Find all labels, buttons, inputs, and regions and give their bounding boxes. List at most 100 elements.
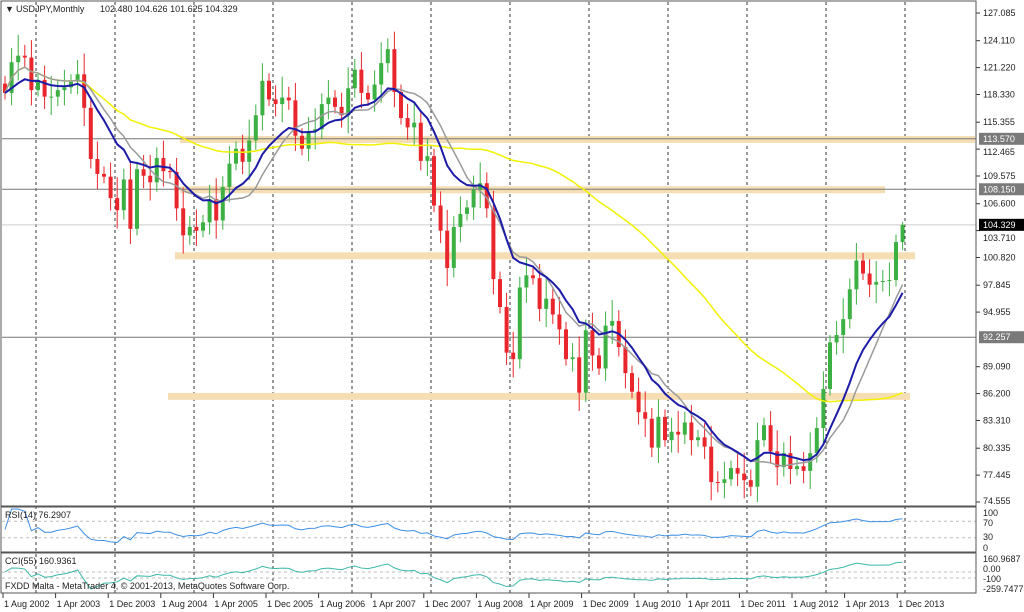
support-resistance-zone [180, 135, 975, 143]
bear-candle [95, 159, 100, 174]
y-tick-label: 118.330 [983, 90, 1015, 100]
bear-candle [748, 480, 753, 487]
bear-candle [29, 57, 34, 91]
bull-candle [49, 96, 54, 98]
bull-candle [280, 97, 285, 105]
cci-scale-label: -100 [983, 574, 1001, 584]
cci-pane-border [0, 552, 977, 594]
bear-candle [392, 49, 397, 92]
x-tick-label: 1 Apr 2009 [530, 599, 574, 609]
cci-scale-label: 160.9687 [983, 554, 1021, 564]
bull-candle [795, 466, 799, 469]
bull-candle [247, 140, 252, 162]
x-tick-label: 1 Dec 2013 [898, 599, 944, 609]
y-tick-label: 94.955 [983, 307, 1011, 317]
bull-candle [227, 163, 232, 187]
bull-candle [260, 80, 265, 116]
bear-candle [399, 91, 403, 119]
bull-candle [412, 122, 417, 128]
bear-candle [181, 208, 186, 236]
level-price-label: 92.257 [983, 332, 1011, 342]
bear-candle [491, 208, 496, 280]
rsi-pane-border [0, 506, 977, 553]
bear-candle [214, 199, 219, 221]
bear-candle [557, 314, 562, 330]
cci-line [4, 561, 903, 590]
bull-candle [313, 129, 318, 132]
bull-candle [814, 428, 819, 454]
ohlc-readout: 102.480 104.626 101.625 104.329 [100, 4, 238, 14]
bear-candle [141, 169, 146, 176]
bear-candle [115, 198, 120, 211]
bull-candle [154, 158, 159, 183]
bull-candle [306, 131, 311, 149]
level-price-tag [979, 183, 1024, 196]
bear-candle [174, 172, 179, 209]
rsi-scale-label: 70 [983, 518, 993, 528]
bull-candle [425, 156, 430, 161]
rsi-scale-label: 0 [983, 543, 988, 553]
bull-candle [220, 186, 225, 221]
collapse-arrow-icon[interactable]: ▼ [5, 4, 14, 14]
bull-candle [696, 437, 700, 441]
bull-candle [682, 422, 687, 435]
bull-candle [36, 79, 40, 91]
support-resistance-zone [175, 252, 915, 260]
bear-candle [293, 100, 298, 136]
bull-candle [458, 213, 463, 227]
bear-candle [42, 79, 47, 97]
cci-scale-label: -259.7477 [983, 584, 1024, 594]
bull-candle [326, 97, 331, 105]
y-tick-label: 80.335 [983, 443, 1011, 453]
main-pane-border [0, 0, 977, 507]
bull-candle [656, 416, 661, 448]
y-tick-label: 103.710 [983, 233, 1016, 243]
bull-candle [762, 425, 766, 441]
y-tick-label: 100.820 [983, 253, 1016, 263]
bull-candle [62, 87, 67, 91]
bear-candle [577, 357, 582, 393]
bull-candle [854, 260, 859, 290]
bear-candle [676, 431, 681, 435]
x-tick-label: 1 Dec 2011 [740, 599, 785, 609]
sma-12-line [4, 66, 904, 467]
bull-candle [16, 55, 21, 63]
bull-candle [75, 74, 80, 82]
bear-candle [768, 425, 773, 452]
bull-candle [55, 90, 60, 97]
bull-candle [781, 453, 786, 468]
bear-candle [484, 183, 489, 209]
rsi-line [4, 508, 903, 544]
bear-candle [432, 156, 436, 206]
y-tick-label: 97.845 [983, 280, 1011, 290]
bear-candle [531, 275, 535, 279]
y-tick-label: 86.200 [983, 389, 1011, 399]
bull-candle [346, 88, 351, 116]
bear-candle [22, 55, 27, 58]
y-tick-label: 89.090 [983, 362, 1011, 372]
level-price-tag [979, 132, 1024, 145]
level-price-label: 108.150 [983, 184, 1016, 194]
bear-candle [742, 473, 747, 481]
bear-candle [333, 97, 337, 107]
bull-candle [253, 115, 258, 141]
bear-candle [861, 260, 865, 274]
bull-candle [847, 289, 852, 320]
y-tick-label: 109.575 [983, 171, 1016, 181]
bull-candle [583, 330, 588, 393]
x-tick-label: 1 Aug 2002 [4, 599, 50, 609]
bear-candle [564, 329, 568, 360]
y-tick-label: 83.310 [983, 416, 1011, 426]
bull-candle [201, 222, 205, 231]
current-price-label: 104.329 [983, 220, 1016, 230]
bear-candle [537, 278, 542, 309]
x-tick-label: 1 Aug 2006 [320, 599, 366, 609]
bear-candle [636, 391, 641, 413]
bull-candle [187, 226, 192, 236]
bull-candle [135, 169, 139, 229]
bear-candle [623, 347, 628, 374]
bull-candle [834, 334, 839, 343]
bear-candle [709, 446, 714, 483]
